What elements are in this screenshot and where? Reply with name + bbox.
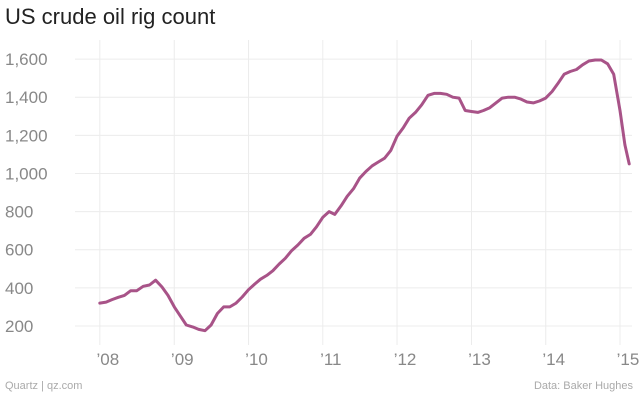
x-tick-label: ’09 — [171, 350, 194, 369]
y-tick-label: 1,400 — [5, 88, 48, 107]
y-axis: 200 400 600 800 1,000 1,200 1,400 1,600 — [5, 50, 48, 336]
x-axis: ’08 ’09 ’10 ’11 ’12 ’13 ’14 ’15 — [96, 350, 639, 369]
y-tick-label: 400 — [5, 279, 33, 298]
x-tick-label: ’15 — [617, 350, 640, 369]
y-tick-label: 1,200 — [5, 126, 48, 145]
footer-source-right: Data: Baker Hughes — [533, 380, 633, 392]
chart-title: US crude oil rig count — [5, 4, 216, 29]
x-tick-label: ’13 — [468, 350, 491, 369]
footer-source-left: Quartz | qz.com — [5, 380, 83, 392]
chart-grid — [75, 40, 632, 345]
x-tick-label: ’10 — [245, 350, 268, 369]
y-tick-label: 1,600 — [5, 50, 48, 69]
y-tick-label: 200 — [5, 317, 33, 336]
x-tick-label: ’12 — [394, 350, 417, 369]
series-group — [98, 58, 631, 333]
y-tick-label: 600 — [5, 241, 33, 260]
x-tick-label: ’11 — [320, 350, 341, 369]
y-tick-label: 1,000 — [5, 164, 48, 183]
x-tick-label: ’14 — [542, 350, 565, 369]
y-tick-label: 800 — [5, 203, 33, 222]
series-line-0 — [98, 58, 631, 333]
x-tick-label: ’08 — [96, 350, 119, 369]
